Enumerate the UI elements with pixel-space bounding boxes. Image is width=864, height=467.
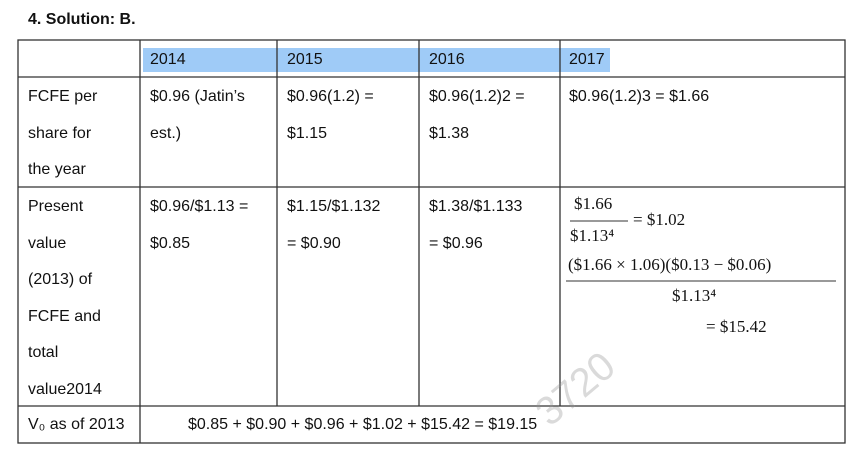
row-label: FCFE per bbox=[28, 88, 98, 105]
row-label: Present bbox=[28, 198, 84, 215]
cell-text: = $0.96 bbox=[429, 234, 483, 252]
header-cell: 2017 bbox=[569, 51, 605, 68]
cell-text: $1.15/$1.132 bbox=[287, 198, 381, 215]
cell-text: $0.96(1.2)2 = bbox=[429, 88, 525, 105]
cell-text: $1.15 bbox=[287, 124, 328, 142]
header-cell: 2015 bbox=[287, 51, 323, 68]
total-label: V₀ as of 2013 bbox=[28, 416, 125, 433]
math-num: $1.66 bbox=[574, 194, 613, 213]
math-num: ($1.66 × 1.06)($0.13 − $0.06) bbox=[568, 255, 772, 274]
math-den: $1.13⁴ bbox=[570, 226, 615, 245]
math-result: = $1.02 bbox=[633, 210, 686, 229]
math-result: = $15.42 bbox=[706, 317, 767, 336]
cell-text: est.) bbox=[150, 124, 182, 142]
cell-text: $0.96(1.2) = bbox=[287, 88, 374, 105]
row-label: (2013) of bbox=[28, 271, 93, 288]
row-label: value2014 bbox=[28, 380, 102, 398]
row-label: total bbox=[28, 344, 59, 361]
cell-text: $0.96/$1.13 = bbox=[150, 198, 249, 215]
highlight bbox=[143, 48, 610, 72]
cell-text: $0.85 bbox=[150, 234, 191, 252]
table-border bbox=[17, 39, 846, 444]
cell-text: $1.38/$1.133 bbox=[429, 198, 523, 215]
math-den: $1.13⁴ bbox=[672, 286, 717, 305]
cell-text: $1.38 bbox=[429, 124, 470, 142]
heading: 4. Solution: B. bbox=[28, 11, 136, 28]
cell-text: $0.96 (Jatin’s bbox=[150, 88, 245, 105]
cell-text: $0.96(1.2)3 = $1.66 bbox=[569, 88, 710, 105]
row-label: share for bbox=[28, 124, 92, 142]
total-value: $0.85 + $0.90 + $0.96 + $1.02 + $15.42 =… bbox=[188, 416, 538, 433]
row-label: the year bbox=[28, 161, 86, 178]
header-cell: 2014 bbox=[150, 51, 186, 68]
cell-text: = $0.90 bbox=[287, 234, 341, 252]
row-label: value bbox=[28, 234, 67, 252]
header-cell: 2016 bbox=[429, 51, 465, 68]
row-label: FCFE and bbox=[28, 307, 101, 325]
